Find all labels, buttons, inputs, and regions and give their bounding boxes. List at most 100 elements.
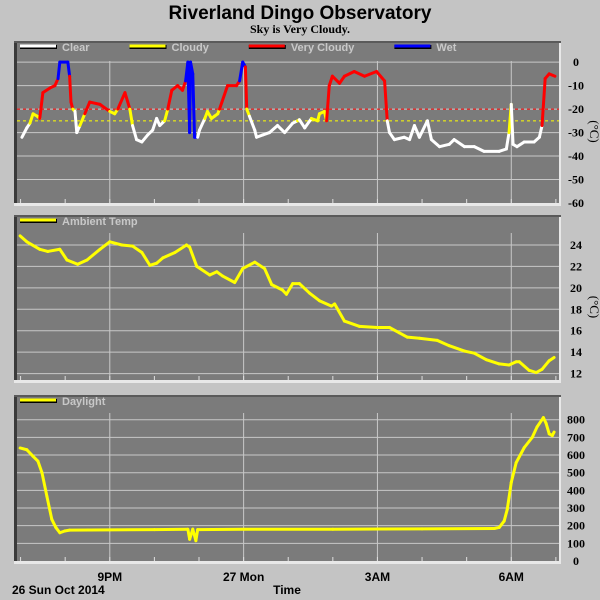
series-segment (276, 124, 287, 135)
x-tick-label: 9PM (97, 570, 122, 584)
legend-label: Clear (62, 42, 90, 54)
series-segment (502, 507, 509, 523)
series-segment (28, 112, 35, 125)
series-segment (412, 124, 421, 139)
series-segment (535, 416, 545, 429)
y-tick-label: 300 (567, 501, 585, 515)
series-segment (429, 138, 441, 149)
y-tick-label: 12 (570, 367, 582, 381)
series-segment (537, 124, 544, 139)
series-segment (191, 72, 197, 139)
series-segment (241, 260, 257, 271)
series-segment (405, 335, 421, 340)
series-segment (243, 65, 249, 111)
series-segment (363, 70, 379, 78)
series-segment (375, 70, 387, 83)
series-segment (472, 351, 488, 362)
y-tick-label: -40 (568, 149, 584, 163)
y-axis-unit-label: (°C) (587, 296, 600, 319)
series-segment (20, 126, 29, 139)
panels: 0 -10 -20 -30 -40 -50 -60 (°C) Clear Cloudy Very C… (14, 41, 600, 568)
series-segment (333, 302, 346, 323)
series-segment (218, 84, 230, 111)
series-segment (98, 240, 112, 251)
series-segment (263, 267, 274, 287)
series-segment (38, 91, 45, 120)
series-segment (161, 251, 177, 260)
series-segment (116, 91, 127, 111)
series-segment (284, 282, 295, 296)
series-segment (544, 421, 551, 436)
series-segment (297, 282, 312, 295)
series-segment (25, 240, 42, 251)
series-segment (195, 264, 212, 277)
series-segment (58, 247, 69, 262)
legend-label: Daylight (62, 396, 106, 408)
series-segment (267, 124, 280, 135)
legend-label: Ambient Temp (62, 216, 138, 228)
y-tick-label: 18 (570, 302, 582, 316)
series-segment (383, 79, 389, 123)
series-segment (140, 251, 152, 267)
series-segment (233, 267, 245, 284)
y-tick-label: 800 (567, 413, 585, 427)
series-segment (120, 243, 135, 248)
series-segment (188, 60, 193, 135)
x-tick-label: 27 Mon (223, 570, 264, 584)
series-segment (452, 138, 466, 149)
legend-label: Cloudy (172, 42, 210, 54)
y-tick-label: 200 (567, 519, 585, 533)
series-segment (98, 102, 112, 113)
x-tick-label: 6AM (499, 570, 524, 584)
legend-label: Wet (436, 42, 456, 54)
plot-area (14, 41, 559, 203)
series-segment (123, 91, 132, 111)
legend-label: Very Cloudy (291, 42, 355, 54)
y-tick-label: 22 (570, 259, 582, 273)
series-segment (425, 119, 433, 142)
series-segment (36, 459, 44, 475)
series-segment (540, 77, 547, 128)
series-segment (540, 359, 551, 371)
y-tick-label: -60 (568, 196, 584, 210)
series-segment (484, 358, 501, 366)
series-segment (317, 299, 333, 308)
top-edge (14, 215, 561, 217)
series-segment (221, 274, 237, 284)
series-segment (325, 84, 331, 123)
series-segment (550, 430, 556, 438)
chart-subtitle: Sky is Very Cloudy. (250, 22, 350, 36)
series-segment (547, 72, 557, 78)
series-segment (330, 74, 342, 85)
series-segment (173, 243, 189, 254)
series-segment (56, 60, 62, 81)
series-segment (387, 326, 401, 335)
series-segment (65, 258, 80, 266)
series-segment (435, 338, 451, 348)
series-segment (358, 324, 379, 329)
series-segment (197, 116, 207, 132)
series-segment (308, 291, 321, 303)
series-segment (462, 349, 476, 355)
series-segment (385, 119, 391, 135)
series-segment (131, 244, 144, 254)
panel-daylight: 800 700 600 500 400 300 200 100 0 Daylight (14, 395, 585, 568)
top-edge (14, 41, 561, 43)
series-segment (46, 247, 62, 253)
series-segment (505, 480, 513, 511)
y-tick-label: -10 (568, 79, 584, 93)
left-edge (14, 41, 17, 203)
series-segment (522, 435, 534, 450)
series-segment (497, 362, 511, 367)
y-tick-label: 0 (573, 554, 579, 568)
series-segment (85, 247, 102, 262)
series-segment (188, 245, 199, 268)
series-segment (352, 70, 367, 78)
y-tick-label: 14 (570, 345, 582, 359)
x-axis-label: Time (273, 583, 301, 597)
y-tick-label: 0 (573, 55, 579, 69)
series-segment (547, 356, 556, 363)
series-segment (472, 145, 486, 153)
